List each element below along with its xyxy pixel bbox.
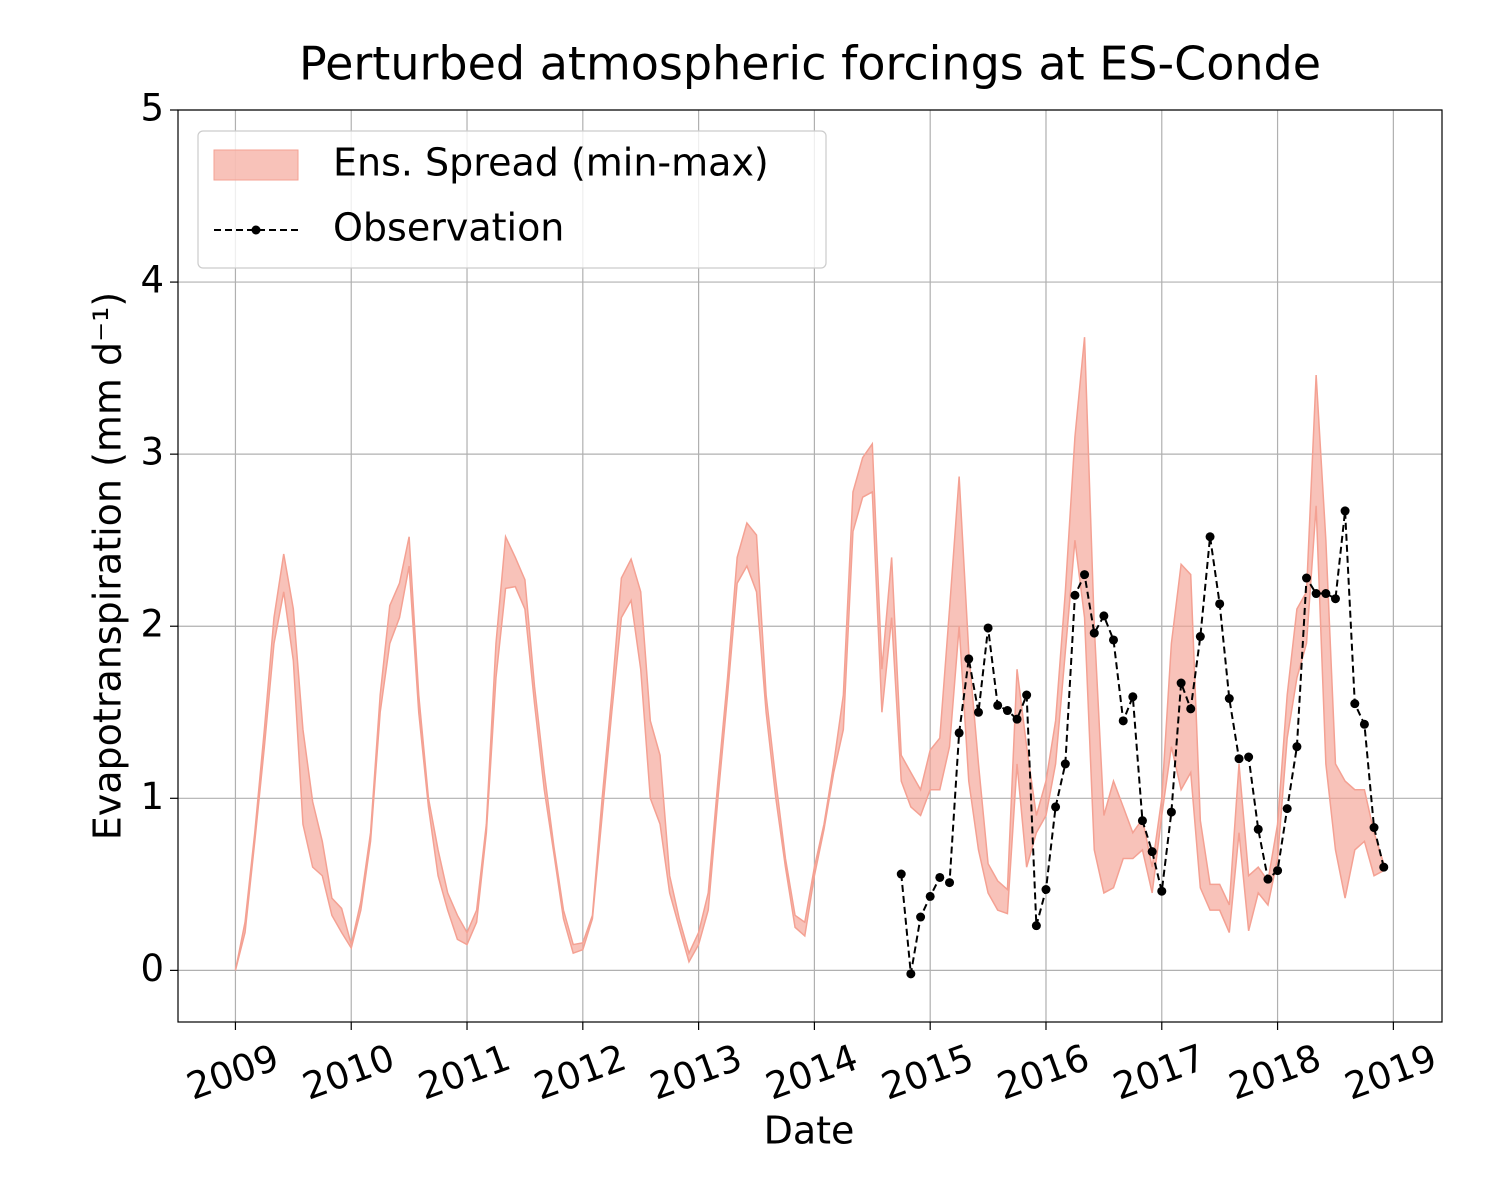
spread-band — [234, 337, 1385, 971]
observation-point — [1176, 678, 1186, 688]
y-tick-label: 3 — [140, 431, 164, 474]
legend-box — [197, 130, 827, 269]
observation-point — [1379, 862, 1389, 872]
observation-point — [1340, 506, 1350, 516]
observation-point — [1195, 632, 1205, 642]
observation-point — [1128, 692, 1138, 702]
y-tick-label: 4 — [140, 259, 164, 302]
observation-point — [1311, 589, 1321, 599]
observation-point — [1051, 802, 1061, 812]
observation-point — [1263, 874, 1273, 884]
legend-label: Observation — [333, 206, 564, 250]
observation-point — [1089, 628, 1099, 638]
observation-point — [1147, 847, 1157, 857]
legend-swatch — [213, 149, 299, 181]
observation-point — [1292, 742, 1302, 752]
x-tick-label: 2013 — [644, 1036, 747, 1109]
observation-point — [964, 654, 974, 664]
x-tick-label: 2014 — [760, 1036, 863, 1109]
observation-point — [1224, 693, 1234, 703]
observation-point — [916, 912, 926, 922]
observation-point — [1350, 699, 1360, 709]
x-tick-label: 2009 — [181, 1036, 284, 1109]
observation-point — [1080, 570, 1090, 580]
observation-point — [935, 872, 945, 882]
x-tick-label: 2015 — [876, 1036, 979, 1109]
observation-point — [1215, 599, 1225, 609]
observation-point — [1108, 635, 1118, 645]
observation-point — [1273, 866, 1283, 876]
observation-point — [1022, 690, 1032, 700]
observation-point — [1118, 716, 1128, 726]
observation-point — [906, 969, 916, 979]
observation-point — [1166, 807, 1176, 817]
observation-point — [1041, 885, 1051, 895]
plot-frame — [177, 109, 1443, 1023]
x-tick-label: 2017 — [1107, 1036, 1210, 1109]
y-tick-label: 1 — [140, 775, 164, 818]
observation-point — [1282, 804, 1292, 814]
legend-marker — [251, 225, 261, 235]
observation-point — [1330, 594, 1340, 604]
observation-point — [1157, 886, 1167, 896]
observation-point — [1099, 611, 1109, 621]
observation-point — [1031, 921, 1041, 931]
x-tick-label: 2019 — [1339, 1036, 1442, 1109]
x-axis-label: Date — [764, 1109, 855, 1153]
observation-point — [1060, 759, 1070, 769]
observation-point — [1321, 589, 1331, 599]
observation-point — [954, 728, 964, 738]
observation-point — [896, 869, 906, 879]
x-tick-label: 2012 — [529, 1036, 632, 1109]
observation-point — [1070, 590, 1080, 600]
observation-point — [1234, 754, 1244, 764]
observation-point — [983, 623, 993, 633]
observation-point — [1205, 532, 1215, 542]
legend-label: Ens. Spread (min-max) — [333, 141, 769, 185]
x-tick-label: 2018 — [1223, 1036, 1326, 1109]
x-tick-label: 2010 — [297, 1036, 400, 1109]
x-tick-label: 2016 — [992, 1036, 1095, 1109]
observation-point — [1244, 752, 1254, 762]
observation-point — [1359, 719, 1369, 729]
observation-point — [1137, 816, 1147, 826]
observation-point — [945, 878, 955, 888]
observation-point — [1012, 714, 1022, 724]
observation-point — [973, 707, 983, 717]
y-tick-label: 5 — [140, 87, 164, 130]
observation-point — [1369, 823, 1379, 833]
y-tick-label: 0 — [140, 947, 164, 990]
legend: Ens. Spread (min-max) Observation — [197, 130, 827, 269]
observation-point — [993, 700, 1003, 710]
observation-point — [925, 891, 935, 901]
observation-point — [1302, 573, 1312, 583]
observation-point — [1002, 706, 1012, 716]
y-tick-label: 2 — [140, 603, 164, 646]
observation-point — [1253, 824, 1263, 834]
chart-title: Perturbed atmospheric forcings at ES-Con… — [299, 37, 1321, 91]
observation-point — [1186, 704, 1196, 714]
y-axis-label: Evapotranspiration (mm d⁻¹) — [86, 292, 130, 840]
x-tick-label: 2011 — [413, 1036, 516, 1109]
